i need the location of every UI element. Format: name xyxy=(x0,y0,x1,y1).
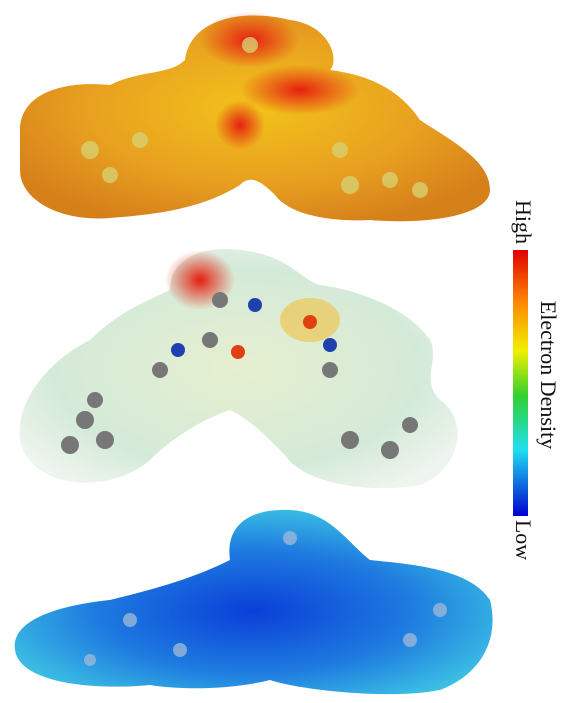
colorbar-title: Electron Density xyxy=(536,301,561,449)
map-high xyxy=(20,12,490,221)
low-label: Low xyxy=(511,520,536,560)
figure: High Electron Density Low xyxy=(0,0,568,703)
map-medium xyxy=(20,249,458,488)
colorbar xyxy=(513,250,528,516)
high-label: High xyxy=(511,200,536,244)
map-low xyxy=(15,510,493,694)
